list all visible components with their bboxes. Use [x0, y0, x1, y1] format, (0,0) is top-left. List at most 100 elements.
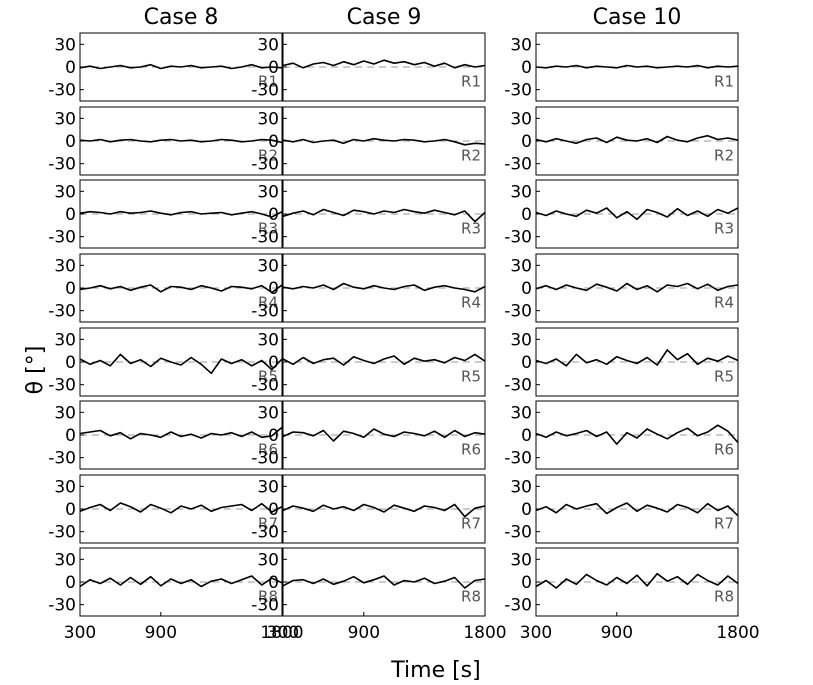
panel-2-R2: 300-30 R2 [251, 106, 486, 176]
y-tick-label: -30 [48, 596, 76, 616]
row-label: R8 [714, 588, 734, 606]
row-label: R5 [714, 368, 734, 386]
y-tick-label: 30 [510, 403, 532, 423]
y-tick-label: -30 [504, 81, 532, 101]
row-label: R1 [714, 73, 734, 91]
series-line [79, 210, 283, 218]
y-tick-label: 0 [65, 205, 76, 225]
column-title: Case 8 [144, 5, 219, 30]
y-tick-label: 30 [510, 550, 532, 570]
series-line [535, 134, 739, 145]
panel-3-R6: 30 0 -30 R6 [504, 400, 739, 470]
panel-2-R7: 300-30 R7 [251, 474, 486, 544]
series-line [79, 426, 283, 440]
y-tick-label: 0 [268, 205, 279, 225]
y-tick-label: -30 [251, 81, 279, 101]
y-tick-label: -30 [504, 596, 532, 616]
x-tick-label: 1800 [716, 623, 759, 643]
y-tick-label: 30 [54, 182, 76, 202]
y-tick-label: -30 [251, 302, 279, 322]
panel-2-R4: 30 0 -30 R4 [251, 253, 486, 323]
y-tick-label: 0 [268, 426, 279, 446]
series-line [282, 208, 486, 223]
x-tick-label: 900 [145, 623, 177, 643]
y-tick-label: 30 [54, 403, 76, 423]
y-tick-label: 30 [510, 35, 532, 55]
panel-3-R4: 30 0 -30 R4 [504, 253, 739, 323]
panel-3-R7: 30 0 -30 R7 [504, 474, 739, 544]
y-tick-label: -30 [504, 155, 532, 175]
y-tick-label: -30 [504, 376, 532, 396]
y-axis-title: θ [°] [23, 346, 48, 395]
y-tick-label: 0 [521, 58, 532, 78]
y-tick-label: 30 [257, 256, 279, 276]
y-tick-label: 0 [268, 573, 279, 593]
y-tick-label: 0 [268, 132, 279, 152]
row-label: R6 [714, 441, 734, 459]
row-label: R6 [461, 441, 481, 459]
row-label: R2 [714, 147, 734, 165]
column-title: Case 10 [593, 5, 682, 30]
y-tick-label: -30 [504, 523, 532, 543]
y-tick-label: 30 [54, 330, 76, 350]
y-tick-label: 30 [257, 182, 279, 202]
series-line [282, 428, 486, 442]
x-tick-label: 900 [601, 623, 633, 643]
y-tick-label: 30 [257, 109, 279, 129]
panel-1-R7: 300-30 R7 [48, 474, 283, 544]
y-tick-label: 30 [257, 477, 279, 497]
panel-2-R5: 30 0 -30 R5 [251, 327, 486, 397]
y-tick-label: -30 [504, 449, 532, 469]
y-tick-label: 30 [510, 477, 532, 497]
row-label: R5 [258, 368, 278, 386]
panel-1-R5: 30 0 -30 R5 [48, 327, 283, 397]
y-tick-label: 0 [268, 279, 279, 299]
row-label: R6 [258, 441, 278, 459]
series-line [535, 282, 739, 293]
y-tick-label: 0 [65, 58, 76, 78]
y-tick-label: 30 [54, 256, 76, 276]
row-label: R4 [258, 294, 278, 312]
y-tick-label: 0 [268, 500, 279, 520]
y-tick-label: -30 [504, 302, 532, 322]
y-tick-label: 30 [510, 109, 532, 129]
y-tick-label: 0 [268, 58, 279, 78]
y-tick-label: -30 [48, 228, 76, 248]
y-tick-label: 30 [54, 550, 76, 570]
series-line [282, 503, 486, 518]
y-tick-label: -30 [251, 596, 279, 616]
panel-1-R3: 300-30 R3 [48, 179, 283, 249]
x-tick-label: 300 [520, 623, 552, 643]
y-tick-label: -30 [251, 449, 279, 469]
y-tick-label: 30 [54, 109, 76, 129]
series-line [282, 353, 486, 366]
y-tick-label: -30 [251, 228, 279, 248]
row-label: R8 [258, 588, 278, 606]
y-tick-label: 30 [257, 403, 279, 423]
x-tick-label: 900 [348, 623, 380, 643]
panel-3-R2: 30 0 -30 R2 [504, 106, 739, 176]
panel-3-R3: 30 0 -30 R3 [504, 179, 739, 249]
y-tick-label: 30 [54, 35, 76, 55]
y-tick-label: 0 [521, 426, 532, 446]
panel-2-R3: 300-30 R3 [251, 179, 486, 249]
y-tick-label: -30 [251, 376, 279, 396]
y-tick-label: 0 [521, 500, 532, 520]
series-line [535, 502, 739, 517]
y-tick-label: 30 [257, 330, 279, 350]
y-tick-label: 0 [268, 353, 279, 373]
y-tick-label: -30 [251, 155, 279, 175]
y-tick-label: 30 [510, 182, 532, 202]
y-tick-label: 0 [521, 279, 532, 299]
y-tick-label: 30 [54, 477, 76, 497]
y-tick-label: 0 [65, 279, 76, 299]
series-line [79, 502, 283, 514]
series-line [535, 349, 739, 367]
y-tick-label: 0 [65, 132, 76, 152]
row-label: R8 [461, 588, 481, 606]
series-line [282, 282, 486, 293]
y-tick-label: 0 [521, 573, 532, 593]
series-line [282, 59, 486, 69]
panel-3-R5: 30 0 -30 R5 [504, 327, 739, 397]
